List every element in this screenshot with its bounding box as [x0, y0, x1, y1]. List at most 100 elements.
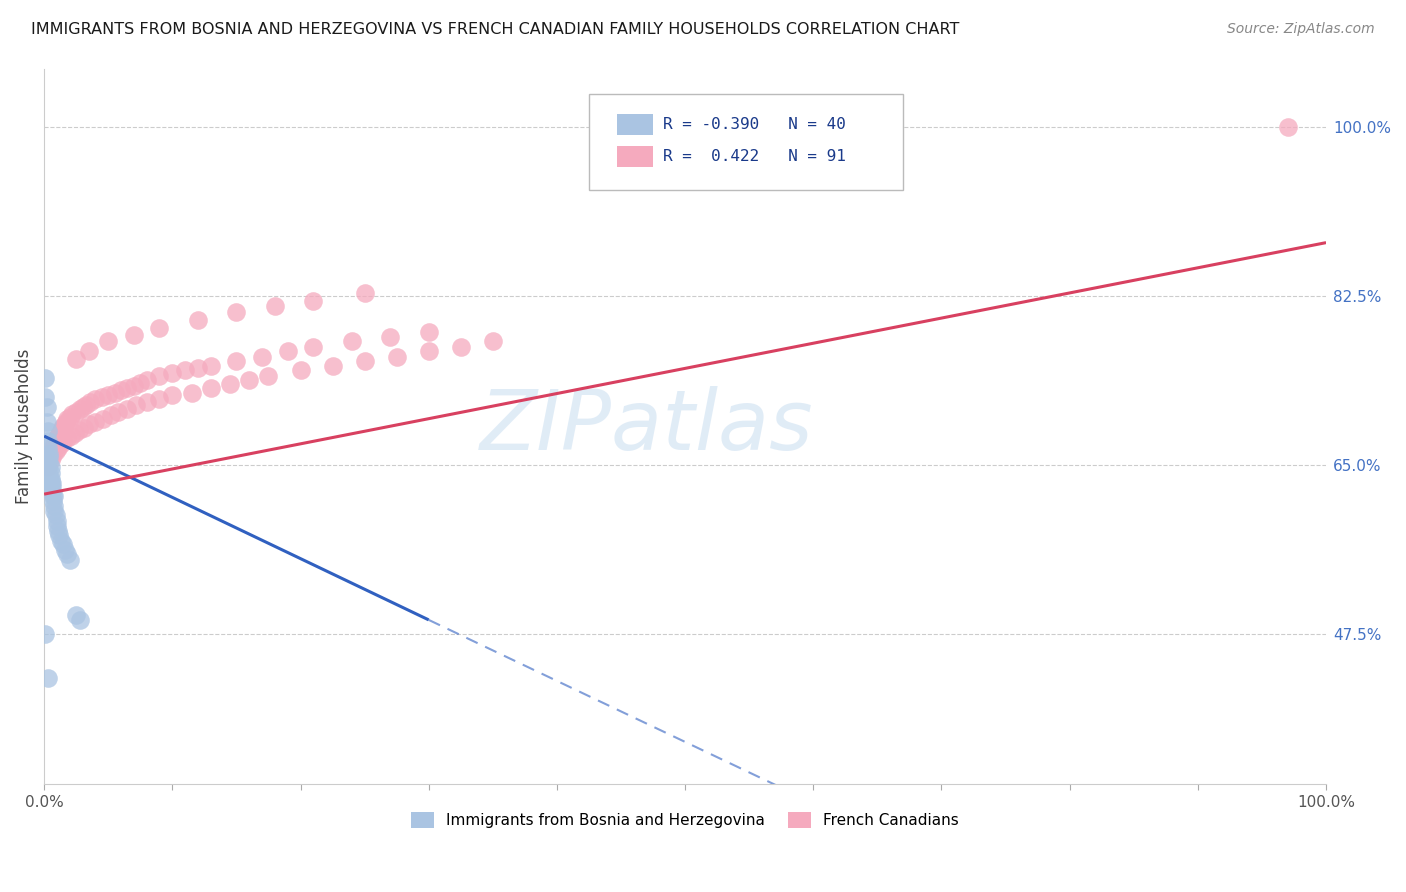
Point	[72, 400, 94, 414]
Point	[45, 514, 67, 528]
Point	[125, 398, 148, 412]
Point	[129, 376, 152, 390]
Point	[79, 395, 101, 409]
Point	[200, 381, 222, 395]
Point	[84, 415, 107, 429]
Point	[39, 475, 62, 490]
Point	[238, 373, 260, 387]
Point	[39, 446, 62, 460]
Point	[100, 408, 122, 422]
Point	[37, 424, 59, 438]
Point	[97, 388, 120, 402]
Point	[277, 343, 299, 358]
Point	[41, 485, 63, 500]
Point	[187, 361, 209, 376]
Point	[34, 627, 56, 641]
Point	[38, 446, 60, 460]
Point	[41, 475, 63, 490]
Point	[67, 423, 90, 437]
Point	[34, 458, 56, 472]
Point	[353, 353, 375, 368]
Point	[44, 437, 66, 451]
Point	[48, 427, 70, 442]
Point	[42, 449, 65, 463]
Point	[51, 421, 73, 435]
Point	[107, 405, 129, 419]
Point	[148, 369, 170, 384]
Point	[250, 350, 273, 364]
Point	[59, 409, 82, 424]
Text: R = -0.390   N = 40: R = -0.390 N = 40	[664, 117, 846, 132]
Point	[77, 343, 100, 358]
Point	[481, 334, 503, 349]
Point	[44, 499, 66, 513]
Point	[219, 376, 242, 391]
Text: Source: ZipAtlas.com: Source: ZipAtlas.com	[1227, 22, 1375, 37]
Point	[38, 469, 60, 483]
Point	[65, 351, 87, 366]
Point	[38, 449, 60, 463]
Point	[39, 460, 62, 475]
Point	[49, 424, 72, 438]
Point	[135, 373, 157, 387]
Point	[56, 547, 79, 561]
Point	[380, 330, 402, 344]
Point	[46, 524, 69, 538]
Point	[44, 503, 66, 517]
Point	[340, 334, 363, 349]
Point	[48, 528, 70, 542]
Point	[69, 402, 91, 417]
Point	[122, 327, 145, 342]
Point	[42, 441, 65, 455]
Point	[52, 419, 75, 434]
Point	[46, 429, 69, 443]
Point	[187, 313, 209, 327]
Point	[104, 385, 127, 400]
Point	[225, 353, 247, 368]
Point	[122, 379, 145, 393]
Point	[302, 340, 325, 354]
Point	[302, 293, 325, 308]
Point	[73, 421, 96, 435]
Point	[75, 398, 97, 412]
Point	[450, 340, 472, 354]
Point	[53, 543, 76, 558]
Point	[148, 320, 170, 334]
Point	[69, 613, 91, 627]
Point	[65, 405, 87, 419]
Point	[35, 453, 58, 467]
Point	[45, 508, 67, 523]
FancyBboxPatch shape	[589, 94, 903, 190]
Point	[42, 494, 65, 508]
Point	[418, 343, 440, 358]
Point	[46, 441, 69, 455]
Point	[84, 392, 107, 407]
Point	[162, 366, 184, 380]
Point	[37, 463, 59, 477]
Point	[117, 381, 139, 395]
Point	[42, 489, 65, 503]
Point	[225, 305, 247, 319]
Point	[257, 369, 280, 384]
Point	[38, 450, 60, 465]
Point	[34, 371, 56, 385]
Point	[45, 434, 67, 448]
Point	[45, 519, 67, 533]
Point	[34, 391, 56, 405]
Point	[263, 298, 285, 312]
Point	[162, 388, 184, 402]
Point	[97, 334, 120, 349]
Point	[49, 437, 72, 451]
Point	[35, 415, 58, 429]
Point	[39, 453, 62, 467]
Point	[34, 449, 56, 463]
Point	[90, 391, 112, 405]
FancyBboxPatch shape	[617, 145, 652, 168]
Point	[200, 359, 222, 374]
Point	[41, 443, 63, 458]
Text: R =  0.422   N = 91: R = 0.422 N = 91	[664, 149, 846, 164]
Point	[77, 417, 100, 432]
Point	[35, 400, 58, 414]
Point	[45, 443, 67, 458]
Point	[385, 350, 408, 364]
